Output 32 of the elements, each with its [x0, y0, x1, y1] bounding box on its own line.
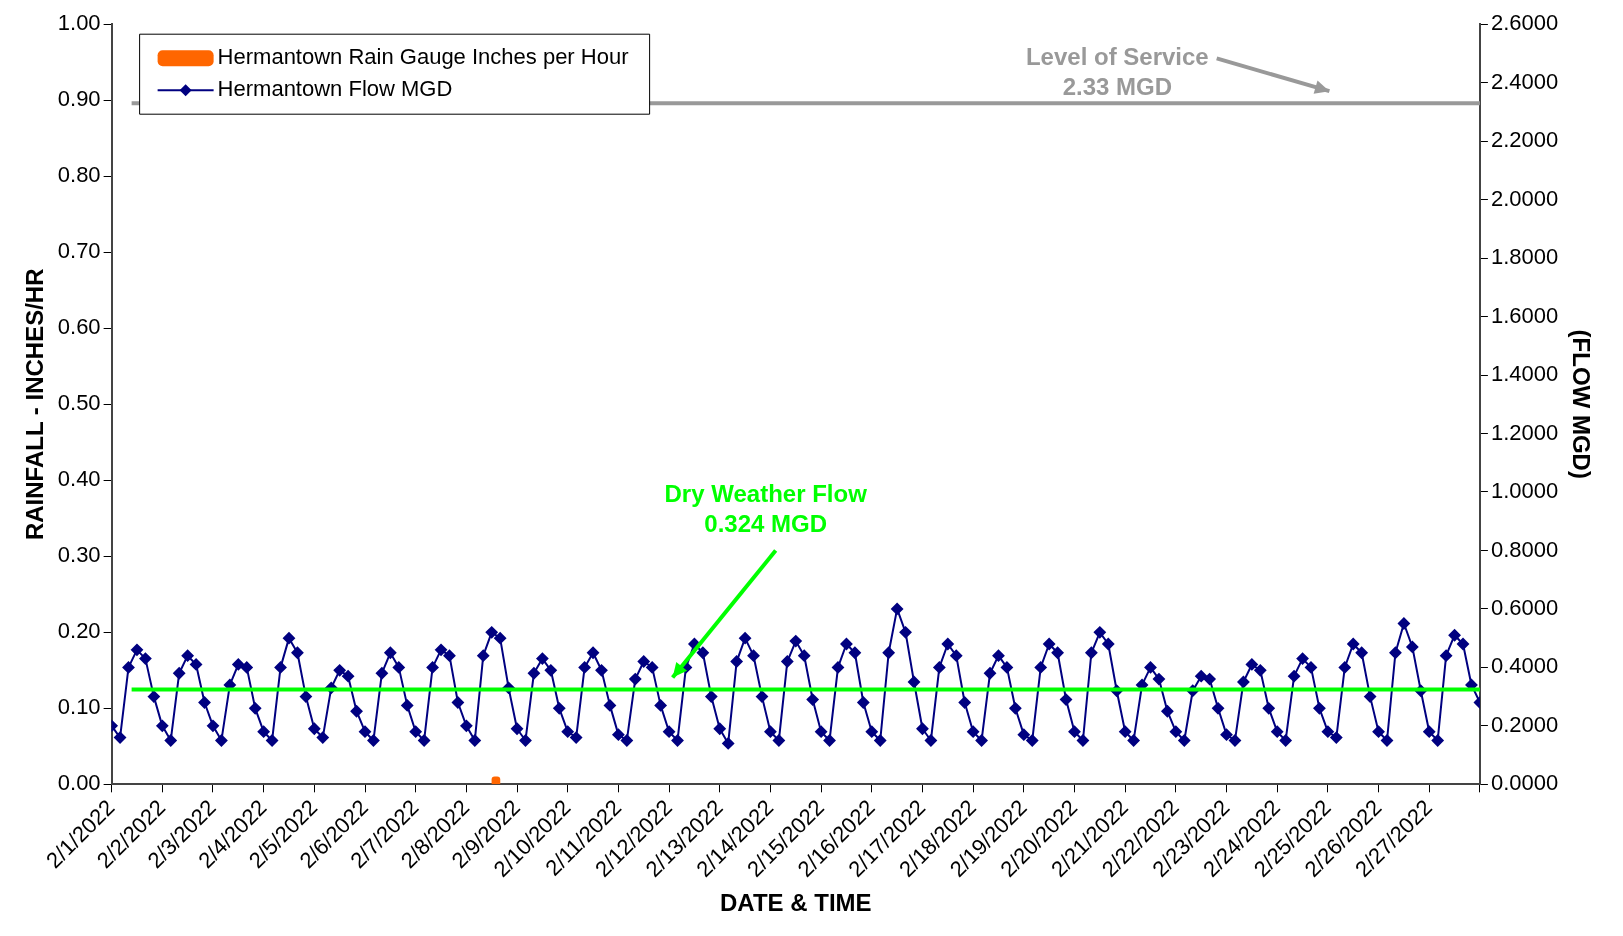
- x-axis-title: DATE & TIME: [719, 889, 872, 917]
- legend-label: Hermantown Rain Gauge Inches per Hour: [217, 44, 629, 70]
- y-tick-label: 0.90: [57, 86, 101, 112]
- y2-axis-title: (FLOW MGD): [1567, 329, 1595, 479]
- y2-tick-label: 0.6000: [1490, 594, 1559, 620]
- y2-tick-label: 0.4000: [1490, 653, 1559, 679]
- y-tick-label: 0.50: [57, 390, 101, 416]
- y2-tick-label: 0.0000: [1490, 770, 1559, 796]
- ref-line-label: Dry Weather Flow 0.324 MGD: [664, 480, 868, 538]
- legend-label: Hermantown Flow MGD: [217, 76, 453, 102]
- y-tick-label: 0.20: [57, 618, 101, 644]
- y2-tick-label: 2.2000: [1490, 127, 1559, 153]
- y2-tick-label: 1.6000: [1490, 302, 1559, 328]
- y-tick-label: 1.00: [57, 10, 101, 36]
- y2-tick-label: 1.2000: [1490, 419, 1559, 445]
- y-tick-label: 0.40: [57, 466, 101, 492]
- y-tick-label: 0.30: [57, 542, 101, 568]
- y-tick-label: 0.00: [57, 770, 101, 796]
- y-tick-label: 0.80: [57, 162, 101, 188]
- y2-tick-label: 1.4000: [1490, 361, 1559, 387]
- y2-tick-label: 2.4000: [1490, 68, 1559, 94]
- y2-tick-label: 1.0000: [1490, 478, 1559, 504]
- y2-tick-label: 0.8000: [1490, 536, 1559, 562]
- y2-tick-label: 1.8000: [1490, 244, 1559, 270]
- y-tick-label: 0.70: [57, 238, 101, 264]
- y2-tick-label: 0.2000: [1490, 711, 1559, 737]
- y2-tick-label: 2.0000: [1490, 185, 1559, 211]
- y-tick-label: 0.10: [57, 694, 101, 720]
- ref-line-label: Level of Service 2.33 MGD: [1025, 43, 1209, 101]
- y-tick-label: 0.60: [57, 314, 101, 340]
- y2-tick-label: 2.6000: [1490, 10, 1559, 36]
- y-axis-title: RAINFALL - INCHES/HR: [21, 268, 49, 541]
